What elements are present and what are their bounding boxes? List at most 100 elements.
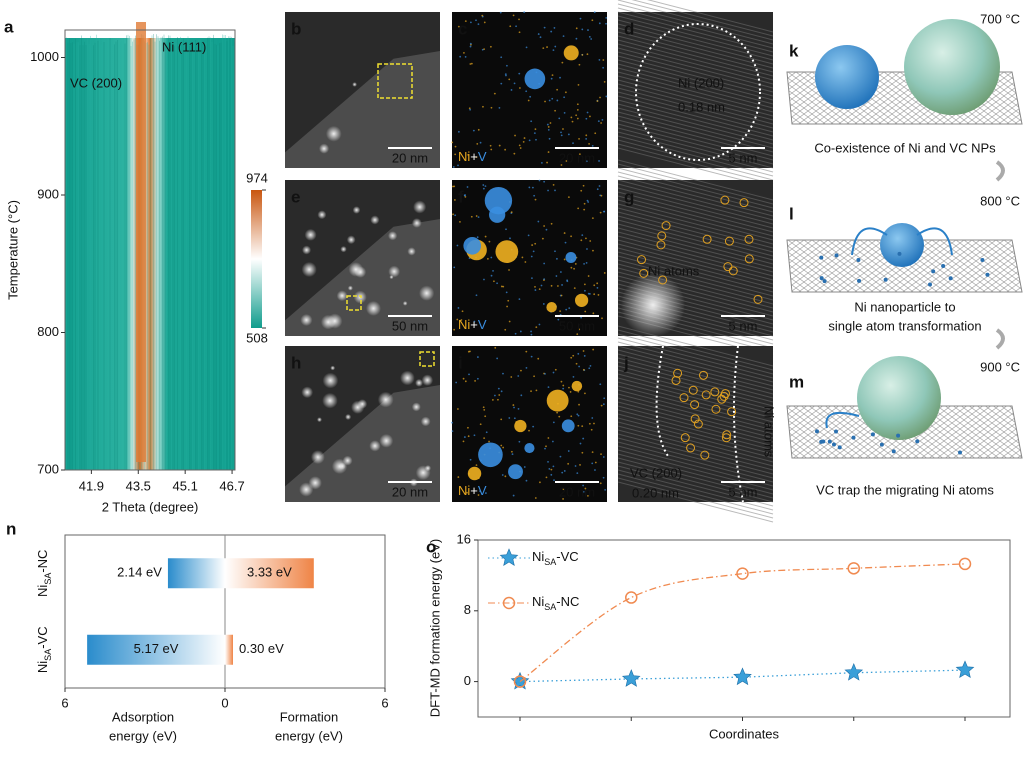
eds-dot [562, 498, 564, 500]
lattice-fringe [617, 417, 774, 459]
lattice-fringe [617, 397, 774, 439]
eds-dot [560, 134, 563, 137]
element-legend: Ni+V [458, 149, 487, 164]
ni-atom [941, 263, 946, 268]
y-axis-label: DFT-MD formation energy (eV) [427, 539, 442, 717]
eds-dot [502, 446, 505, 449]
lattice-fringe [617, 231, 774, 273]
eds-dot [577, 83, 580, 86]
eds-dot [456, 244, 459, 247]
particle [379, 433, 394, 448]
lattice-fringe [617, 425, 774, 467]
eds-dot [576, 413, 579, 416]
particle [420, 416, 431, 427]
eds-dot [550, 77, 553, 80]
eds-dot [579, 17, 582, 20]
eds-dot [512, 494, 515, 497]
eds-dot [537, 33, 540, 35]
panel-label: m [789, 372, 804, 391]
ni-particle [880, 223, 924, 267]
eds-dot [490, 106, 493, 109]
lattice-fringe [617, 437, 774, 479]
particle [377, 391, 394, 408]
ni-atom [827, 439, 832, 444]
legend-marker [502, 596, 516, 610]
lattice-fringe [617, 79, 774, 121]
eds-dot [570, 235, 573, 238]
eds-dot [559, 310, 562, 313]
eds-dot [497, 398, 499, 401]
eds-dot [593, 284, 596, 287]
eds-cluster [563, 45, 579, 61]
eds-dot [591, 462, 594, 465]
eds-dot [484, 235, 487, 238]
eds-dot [596, 282, 599, 285]
eds-dot [562, 128, 564, 130]
eds-dot [468, 107, 471, 110]
y-tick-label: 800 [37, 324, 59, 339]
eds-dot [513, 152, 516, 155]
particle [400, 370, 415, 386]
eds-dot [550, 468, 553, 471]
eds-dot [477, 216, 480, 219]
lattice-fringe [617, 349, 774, 391]
eds-dot [594, 132, 597, 135]
lattice-fringe [617, 473, 774, 515]
eds-dot [547, 189, 549, 192]
eds-dot [602, 403, 605, 406]
eds-dot [483, 21, 486, 24]
eds-dot [560, 271, 562, 273]
atom-marker [690, 414, 700, 424]
element-legend: Ni+V [458, 317, 487, 332]
eds-dot [479, 423, 482, 426]
eds-dot [557, 285, 559, 287]
caption: VC trap the migrating Ni atoms [816, 482, 994, 497]
eds-dot [454, 145, 457, 148]
particle [346, 235, 356, 245]
eds-dot [454, 153, 457, 156]
scale-bar-label: 50 nm [559, 318, 595, 333]
panel-label: d [624, 19, 634, 38]
eds-dot [561, 61, 564, 64]
eds-dot [538, 288, 541, 291]
eds-dot [586, 111, 589, 114]
particle [424, 465, 432, 472]
eds-dot [593, 293, 596, 296]
ni-atom [980, 257, 985, 262]
eds-dot [463, 51, 465, 54]
ni-atom [821, 439, 826, 444]
eds-dot [545, 228, 548, 231]
eds-dot [544, 447, 546, 450]
lattice-fringe [617, 131, 774, 173]
eds-dot [568, 307, 571, 310]
eds-dot [453, 199, 456, 201]
ni-atom [814, 429, 819, 434]
eds-dot [598, 22, 601, 25]
lattice-fringe [617, 445, 774, 487]
eds-dot [491, 399, 494, 401]
eds-dot [534, 128, 537, 131]
ni-atom [948, 276, 953, 281]
particle [352, 82, 357, 87]
eds-dot [603, 397, 606, 400]
eds-dot [565, 160, 568, 162]
eds-dot [525, 479, 528, 482]
eds-dot [452, 213, 454, 216]
eds-dot [596, 100, 599, 102]
lattice-fringe [617, 67, 774, 109]
eds-dot [583, 262, 585, 265]
eds-dot [534, 198, 537, 201]
eds-dot [582, 490, 585, 493]
eds-dot [508, 269, 510, 271]
eds-dot [575, 27, 578, 30]
value-label: 5.17 eV [134, 641, 179, 656]
eds-dot [467, 350, 470, 353]
eds-dot [602, 456, 605, 458]
eds-dot [528, 139, 531, 142]
particle [621, 273, 685, 337]
eds-dot [583, 355, 586, 357]
eds-dot [548, 99, 551, 102]
eds-dot [578, 137, 580, 140]
eds-dot [580, 316, 583, 319]
eds-dot [592, 312, 595, 315]
